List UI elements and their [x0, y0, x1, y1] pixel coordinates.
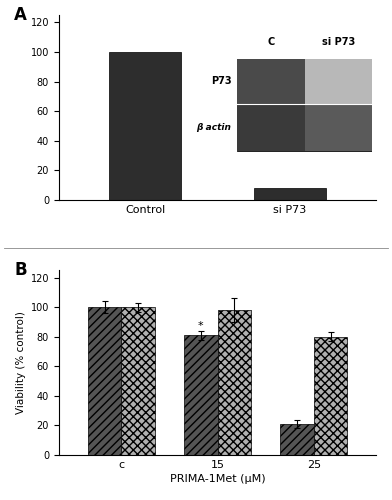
- Bar: [237, 59, 305, 104]
- Text: *: *: [198, 321, 203, 331]
- Bar: [305, 59, 372, 104]
- Text: β actin: β actin: [196, 123, 231, 132]
- Bar: [314, 336, 347, 455]
- Text: P73: P73: [211, 76, 231, 86]
- Y-axis label: Viability (% control): Viability (% control): [16, 311, 26, 414]
- Text: B: B: [15, 261, 27, 279]
- Bar: [109, 52, 181, 200]
- Bar: [122, 307, 155, 455]
- Bar: [305, 104, 372, 150]
- Bar: [254, 188, 326, 200]
- X-axis label: PRIMA-1Met (μM): PRIMA-1Met (μM): [170, 474, 265, 484]
- Text: A: A: [15, 6, 27, 24]
- Bar: [280, 424, 314, 455]
- Bar: [237, 104, 305, 150]
- Bar: [184, 335, 218, 455]
- Text: C: C: [267, 37, 274, 47]
- Bar: [218, 310, 251, 455]
- Text: si P73: si P73: [322, 37, 355, 47]
- Bar: [88, 307, 122, 455]
- Bar: [237, 59, 372, 150]
